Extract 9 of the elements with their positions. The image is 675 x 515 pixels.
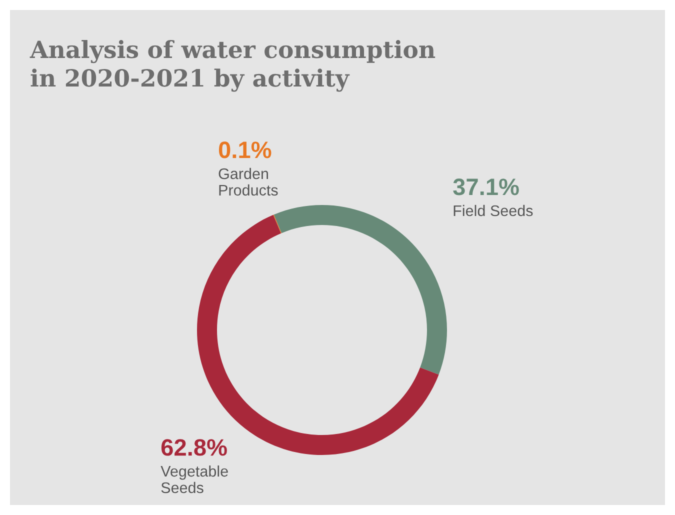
donut-slice [274, 205, 447, 375]
chart-title: Analysis of water consumption in 2020-2021 by activity [30, 40, 436, 92]
data-label: 0.1% [218, 142, 272, 158]
slice-label: Field Seeds [454, 204, 533, 216]
data-label: 62.8% [161, 439, 227, 456]
slice-label: Vegetable Seeds [160, 465, 228, 494]
slice-label: Garden Products [218, 168, 278, 196]
donut-slice [273, 214, 282, 234]
data-label: 37.1% [453, 178, 519, 196]
